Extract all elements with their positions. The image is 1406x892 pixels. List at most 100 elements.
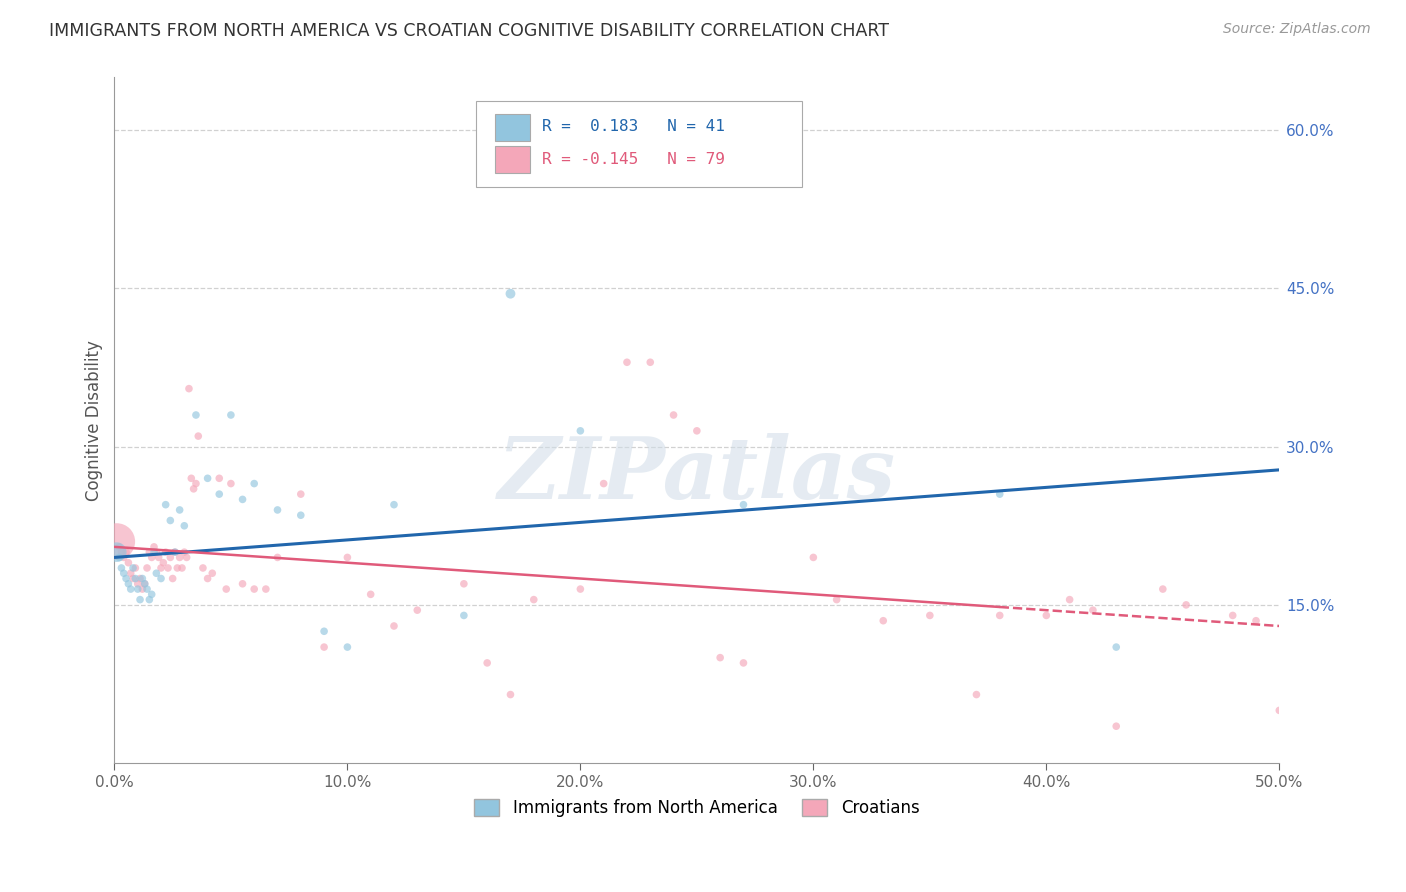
Point bbox=[122, 561, 145, 575]
Point bbox=[138, 545, 160, 559]
Point bbox=[616, 355, 638, 369]
Point bbox=[170, 561, 193, 575]
Point bbox=[382, 619, 405, 633]
Point bbox=[115, 572, 138, 586]
Point bbox=[183, 482, 205, 496]
Point bbox=[569, 582, 592, 596]
Point bbox=[136, 582, 159, 596]
Point bbox=[219, 476, 242, 491]
Point bbox=[965, 688, 987, 702]
FancyBboxPatch shape bbox=[475, 102, 801, 187]
Point bbox=[173, 518, 195, 533]
Point bbox=[138, 592, 160, 607]
Point bbox=[143, 545, 166, 559]
Point bbox=[1105, 640, 1128, 654]
Point bbox=[243, 476, 266, 491]
Point bbox=[163, 545, 186, 559]
Bar bbox=[495, 146, 530, 173]
Point bbox=[453, 576, 475, 591]
Point bbox=[499, 688, 522, 702]
Point bbox=[191, 561, 214, 575]
Point bbox=[127, 576, 149, 591]
Point bbox=[134, 576, 156, 591]
Point bbox=[406, 603, 429, 617]
Point bbox=[187, 429, 209, 443]
Point bbox=[219, 408, 242, 422]
Point bbox=[215, 582, 238, 596]
Point bbox=[150, 561, 173, 575]
Point bbox=[180, 471, 202, 485]
Point bbox=[336, 550, 359, 565]
Point bbox=[184, 476, 207, 491]
Point bbox=[127, 582, 149, 596]
Point bbox=[382, 498, 405, 512]
Bar bbox=[495, 114, 530, 141]
Point bbox=[131, 582, 153, 596]
Point bbox=[163, 545, 186, 559]
Point bbox=[243, 582, 266, 596]
Point bbox=[662, 408, 685, 422]
Point bbox=[290, 487, 312, 501]
Point bbox=[1081, 603, 1104, 617]
Point bbox=[360, 587, 382, 601]
Legend: Immigrants from North America, Croatians: Immigrants from North America, Croatians bbox=[468, 792, 927, 823]
Point bbox=[105, 534, 128, 549]
Point bbox=[169, 550, 191, 565]
Point bbox=[208, 471, 231, 485]
Point bbox=[988, 608, 1011, 623]
Text: ZIPatlas: ZIPatlas bbox=[498, 434, 896, 516]
Point bbox=[266, 503, 288, 517]
Point bbox=[177, 382, 200, 396]
Point bbox=[1105, 719, 1128, 733]
Point bbox=[117, 576, 139, 591]
Point bbox=[136, 561, 159, 575]
Point bbox=[145, 545, 167, 559]
Point bbox=[166, 561, 188, 575]
Point bbox=[112, 550, 135, 565]
Point bbox=[156, 561, 179, 575]
Point bbox=[266, 550, 288, 565]
Point bbox=[108, 540, 131, 554]
Point bbox=[176, 550, 198, 565]
Point bbox=[733, 656, 755, 670]
Point bbox=[1268, 703, 1291, 717]
Text: R = -0.145   N = 79: R = -0.145 N = 79 bbox=[541, 152, 725, 167]
Point bbox=[120, 582, 142, 596]
Point bbox=[1222, 608, 1244, 623]
Point bbox=[152, 556, 174, 570]
Point bbox=[148, 550, 170, 565]
Point bbox=[453, 608, 475, 623]
Point bbox=[314, 640, 336, 654]
Point bbox=[499, 286, 522, 301]
Point bbox=[523, 592, 546, 607]
Point bbox=[232, 492, 254, 507]
Point bbox=[155, 498, 177, 512]
Text: Source: ZipAtlas.com: Source: ZipAtlas.com bbox=[1223, 22, 1371, 37]
Point bbox=[1059, 592, 1081, 607]
Point bbox=[141, 587, 163, 601]
Point bbox=[569, 424, 592, 438]
Point bbox=[686, 424, 709, 438]
Point bbox=[124, 572, 146, 586]
Point bbox=[801, 550, 824, 565]
Text: IMMIGRANTS FROM NORTH AMERICA VS CROATIAN COGNITIVE DISABILITY CORRELATION CHART: IMMIGRANTS FROM NORTH AMERICA VS CROATIA… bbox=[49, 22, 889, 40]
Point bbox=[208, 487, 231, 501]
Point bbox=[1152, 582, 1174, 596]
Point bbox=[108, 550, 131, 565]
Point bbox=[159, 550, 181, 565]
Point bbox=[162, 572, 184, 586]
Text: R =  0.183   N = 41: R = 0.183 N = 41 bbox=[541, 120, 725, 135]
Point bbox=[184, 408, 207, 422]
Point bbox=[918, 608, 941, 623]
Point bbox=[169, 503, 191, 517]
Point bbox=[129, 592, 152, 607]
Point bbox=[155, 545, 177, 559]
Point bbox=[254, 582, 277, 596]
Point bbox=[872, 614, 894, 628]
Point bbox=[477, 656, 499, 670]
Point bbox=[145, 566, 167, 581]
Point bbox=[159, 514, 181, 528]
Point bbox=[110, 561, 132, 575]
Y-axis label: Cognitive Disability: Cognitive Disability bbox=[86, 340, 103, 500]
Point bbox=[173, 545, 195, 559]
